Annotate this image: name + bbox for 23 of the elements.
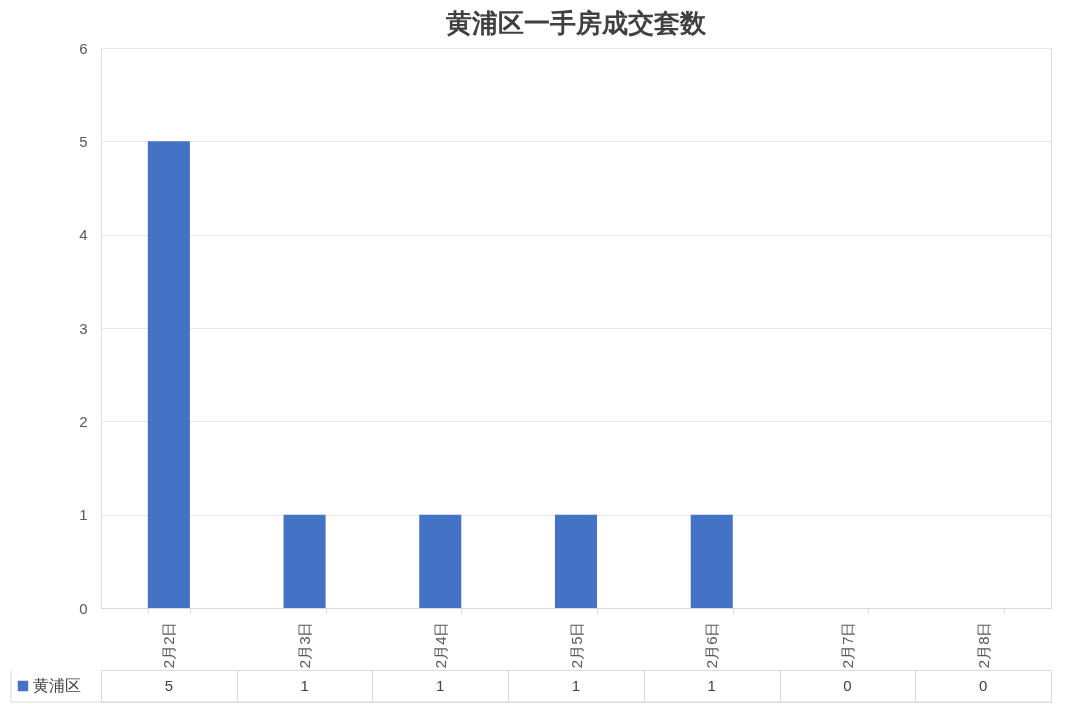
x-tick-label: 2月3日 <box>296 621 314 669</box>
x-tick-label: 2月8日 <box>974 621 992 669</box>
x-tick-label: 2月4日 <box>431 621 449 669</box>
chart-title: 黄浦区一手房成交套数 <box>445 8 707 38</box>
x-tick-label: 2月2日 <box>160 621 178 669</box>
y-tick-label: 6 <box>79 39 88 57</box>
x-tick-label: 2月7日 <box>838 621 856 669</box>
data-label: 1 <box>571 677 581 694</box>
y-tick-label: 1 <box>79 506 88 524</box>
data-label: 1 <box>436 677 445 694</box>
data-label: 0 <box>843 677 852 694</box>
y-tick-label: 0 <box>79 599 88 617</box>
data-label: 5 <box>164 677 174 694</box>
y-tick-label: 2 <box>79 412 88 430</box>
data-label: 0 <box>978 677 988 694</box>
y-tick-label: 5 <box>79 132 88 150</box>
x-tick-label: 2月5日 <box>567 621 585 669</box>
data-label: 1 <box>300 677 309 694</box>
y-tick-label: 4 <box>79 226 88 244</box>
data-label: 1 <box>707 677 716 694</box>
x-tick-label: 2月6日 <box>703 621 721 669</box>
legend-label: 黄浦区 <box>33 677 81 694</box>
y-tick-label: 3 <box>79 319 88 337</box>
